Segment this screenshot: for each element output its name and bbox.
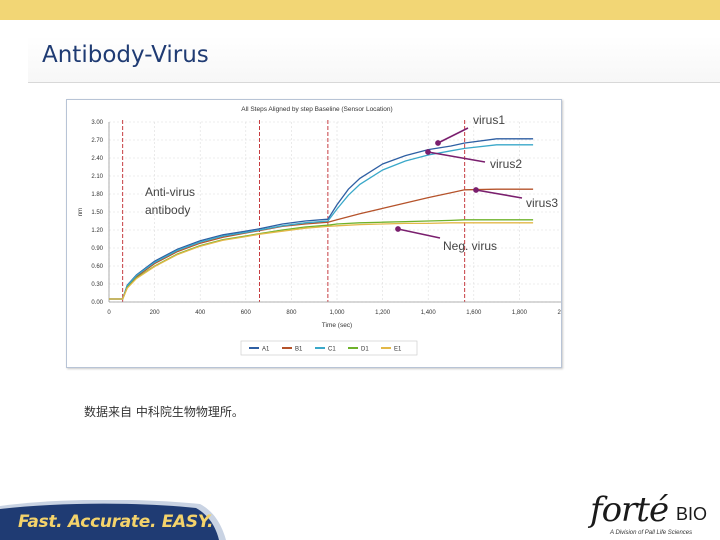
label-neg-virus: Neg. virus <box>443 239 498 253</box>
chart-frame: All Steps Aligned by step Baseline (Sens… <box>66 99 562 368</box>
y-tick-label: 0.60 <box>91 264 103 270</box>
logo-main-text: forté <box>590 490 669 530</box>
title-area <box>28 36 720 83</box>
x-tick-label: 0 <box>107 310 111 316</box>
x-tick-label: 1,200 <box>375 310 391 316</box>
legend-label-e1: E1 <box>394 347 402 353</box>
series-lines <box>109 138 534 300</box>
legend-label-d1: D1 <box>361 347 369 353</box>
series-line-b1 <box>109 188 534 300</box>
y-tick-label: 2.10 <box>91 174 103 180</box>
y-tick-label: 2.70 <box>91 138 103 144</box>
x-tick-label: 1,000 <box>329 310 345 316</box>
tagline: Fast. Accurate. EASY. <box>18 512 214 532</box>
kinetics-chart: All Steps Aligned by step Baseline (Sens… <box>78 106 561 356</box>
label-virus3: virus3 <box>526 196 559 210</box>
tick-labels: 0.00 0.30 0.60 0.90 1.20 1.50 1.80 2.10 2.40 2.70… <box>91 120 561 316</box>
logo-subtitle: A Division of Pall Life Sciences <box>610 530 693 536</box>
label-virus1: virus1 <box>473 113 506 127</box>
step-lines <box>122 120 466 302</box>
x-tick-label: 800 <box>286 310 297 316</box>
fortebio-logo: forté BIO A Division of Pall Life Scienc… <box>590 490 718 540</box>
y-tick-label: 2.40 <box>91 156 103 162</box>
label-antibody-line1: Anti-virus <box>145 185 196 199</box>
x-tick-label: 1,800 <box>512 310 528 316</box>
y-tick-label: 1.50 <box>91 210 103 216</box>
y-tick-label: 1.20 <box>91 228 103 234</box>
chart-title: All Steps Aligned by step Baseline (Sens… <box>241 106 392 113</box>
series-line-a1 <box>109 138 534 300</box>
data-source-note: 数据来自 中科院生物物理所。 <box>84 405 244 419</box>
label-antibody-line2: antibody <box>145 203 191 217</box>
legend-label-b1: B1 <box>295 347 303 353</box>
legend-label-a1: A1 <box>262 347 270 353</box>
x-tick-label: 2,000 <box>557 310 561 316</box>
x-axis-label: Time (sec) <box>322 322 352 329</box>
legend-label-c1: C1 <box>328 347 336 353</box>
y-axis-label: nm <box>78 208 84 216</box>
chart-axes <box>108 122 561 303</box>
page-title: Antibody-Virus <box>42 42 209 68</box>
top-accent-bar <box>0 0 720 20</box>
series-line-d1 <box>109 219 534 300</box>
x-tick-label: 200 <box>150 310 161 316</box>
y-tick-label: 1.80 <box>91 192 103 198</box>
chart-legend: A1 B1 C1 D1 E1 <box>240 340 418 356</box>
x-tick-label: 1,600 <box>466 310 482 316</box>
x-tick-label: 1,400 <box>421 310 437 316</box>
y-tick-label: 3.00 <box>91 120 103 126</box>
series-line-c1 <box>109 144 534 300</box>
y-tick-label: 0.30 <box>91 282 103 288</box>
label-virus2: virus2 <box>490 157 523 171</box>
legend-box <box>240 340 418 356</box>
series-line-e1 <box>109 222 534 300</box>
footer-band <box>0 500 226 540</box>
x-tick-label: 400 <box>195 310 206 316</box>
y-tick-label: 0.90 <box>91 246 103 252</box>
logo-bio-text: BIO <box>676 504 708 524</box>
y-tick-label: 0.00 <box>91 300 103 306</box>
x-tick-label: 600 <box>241 310 252 316</box>
